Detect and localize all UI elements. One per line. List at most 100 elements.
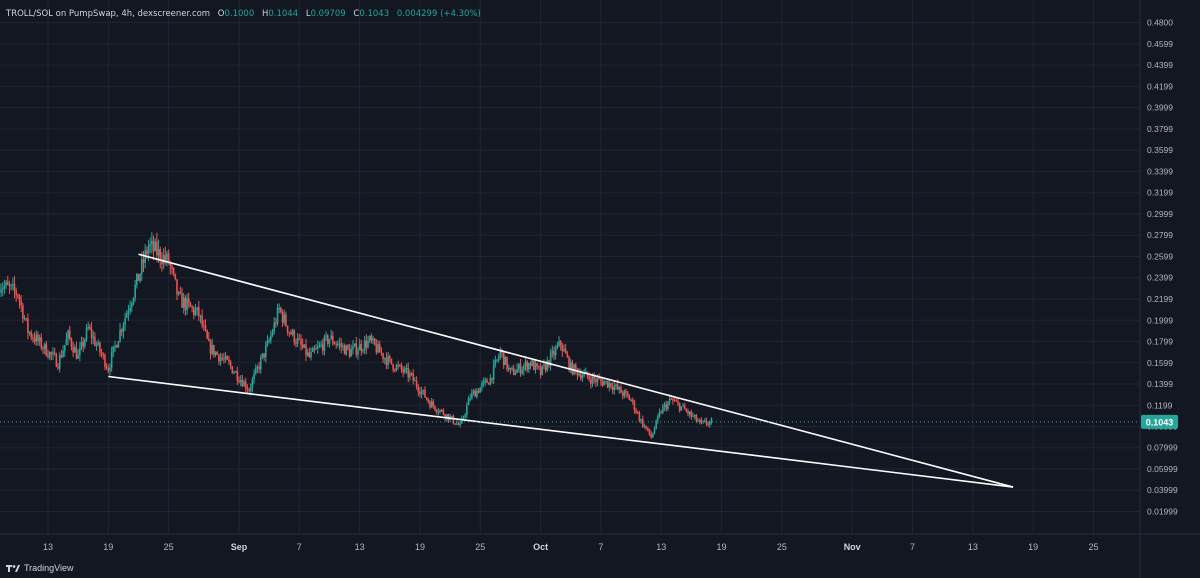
candle-body — [467, 398, 470, 406]
candle-body — [337, 343, 339, 345]
candle-body — [440, 409, 443, 411]
candle-body — [276, 308, 279, 324]
candle-body — [405, 368, 408, 370]
candle-body — [464, 414, 466, 418]
candle-body — [409, 373, 411, 378]
candle-body — [357, 350, 359, 355]
candle-body — [368, 336, 371, 341]
candle-body — [387, 356, 389, 365]
candle-body — [477, 390, 480, 393]
candle-body — [362, 350, 364, 352]
time-axis[interactable]: 13 19 25 Sep 7 13 19 25 Oct 7 13 19 25 Nov 7 13 19 25 — [43, 542, 1098, 552]
candle-body — [248, 389, 250, 392]
candle-body — [318, 345, 321, 347]
candle-body — [511, 368, 513, 370]
candle-body — [271, 332, 274, 336]
candle-body — [559, 341, 562, 346]
candle-body — [33, 338, 36, 342]
candle-body — [417, 386, 420, 392]
candle-body — [256, 366, 259, 369]
price-tick-label: 0.1999 — [1147, 315, 1173, 325]
candle-body — [70, 338, 73, 347]
candle-body — [6, 281, 9, 285]
candle-body — [402, 369, 404, 373]
candle-body — [636, 412, 639, 414]
candle-body — [439, 409, 441, 412]
candle-body — [20, 300, 22, 306]
candle-body — [397, 365, 399, 367]
candle-body — [226, 356, 229, 360]
candle-body — [670, 398, 673, 400]
price-tick-label: 0.2199 — [1147, 294, 1173, 304]
candle-body — [265, 345, 267, 358]
last-price-badge — [1141, 414, 1178, 429]
candle-body — [53, 352, 56, 355]
candle-body — [544, 364, 547, 371]
candle-body — [558, 341, 560, 346]
tradingview-branding[interactable]: TradingView — [6, 563, 74, 573]
candle-body — [189, 302, 192, 307]
close-label: C — [353, 9, 360, 19]
candle-body — [38, 337, 41, 342]
candle-body — [343, 345, 346, 355]
candle-body — [667, 402, 669, 410]
candle-body — [239, 380, 242, 382]
candle-body — [288, 332, 291, 334]
candle-body — [641, 419, 644, 427]
candle-body — [484, 379, 487, 381]
candle-body — [40, 337, 43, 349]
candlestick-series — [0, 232, 713, 439]
candle-body — [216, 351, 219, 355]
candle-body — [167, 253, 170, 263]
candle-body — [275, 322, 277, 324]
candle-body — [506, 356, 508, 370]
candle-body — [306, 352, 309, 356]
candle-body — [442, 410, 445, 415]
price-tick-label: 0.1799 — [1147, 337, 1173, 347]
price-tick-label: 0.2599 — [1147, 251, 1173, 261]
candle-body — [499, 350, 502, 357]
candle-body — [311, 348, 314, 352]
candle-body — [429, 401, 431, 408]
candle-body — [99, 342, 101, 353]
candle-body — [27, 318, 29, 333]
time-tick-label: 7 — [598, 542, 603, 552]
last-price-label: 0.1043 — [0, 414, 1178, 429]
candle-body — [563, 349, 565, 352]
candle-body — [102, 354, 105, 356]
candle-body — [533, 360, 535, 371]
price-axis[interactable]: 0.4800 0.4599 0.4399 0.4199 0.3999 0.3799 0.35… — [1147, 18, 1178, 517]
candle-body — [228, 359, 230, 363]
candle-body — [110, 352, 113, 368]
candle-body — [380, 352, 383, 354]
candle-body — [221, 357, 224, 359]
candle-body — [516, 369, 518, 374]
candle-body — [199, 315, 202, 317]
candle-body — [151, 240, 153, 244]
candle-body — [660, 412, 663, 414]
candle-body — [296, 338, 299, 344]
candle-body — [268, 340, 270, 342]
candle-body — [87, 326, 90, 329]
candle-body — [12, 283, 14, 285]
candle-body — [479, 387, 482, 393]
candle-body — [132, 297, 135, 304]
candle-body — [697, 420, 699, 422]
candle-body — [68, 330, 71, 339]
candle-body — [638, 412, 641, 421]
candle-body — [707, 424, 709, 426]
candle-body — [130, 303, 133, 308]
candle-body — [335, 344, 337, 346]
candle-body — [179, 292, 182, 294]
candle-body — [124, 317, 126, 326]
candle-body — [407, 368, 410, 378]
candle-body — [608, 382, 611, 388]
change-value: 0.004299 (+4.30%) — [396, 9, 481, 19]
time-tick-label: 13 — [43, 542, 53, 552]
candle-body — [58, 355, 61, 369]
candle-body — [444, 414, 446, 419]
candle-body — [137, 273, 140, 281]
candle-body — [146, 250, 148, 255]
candle-body — [459, 423, 461, 425]
